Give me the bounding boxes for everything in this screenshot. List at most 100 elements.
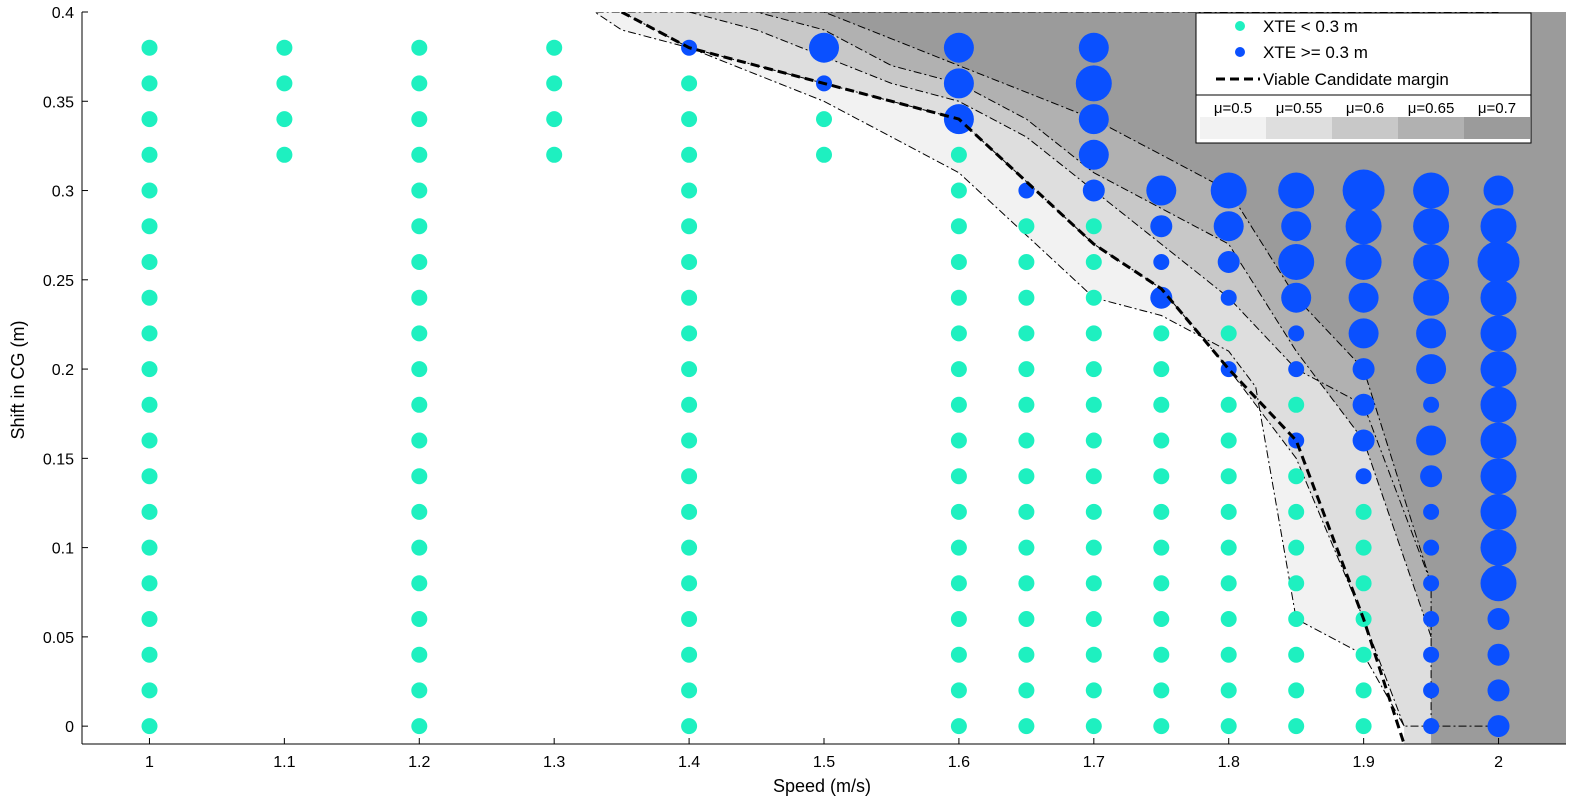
- point-xte-high: [1423, 575, 1440, 592]
- point-xte-low: [276, 111, 293, 128]
- point-xte-high: [1078, 32, 1109, 63]
- mu-label: μ=0.6: [1346, 100, 1384, 117]
- point-xte-low: [1220, 682, 1237, 699]
- point-xte-low: [1085, 575, 1102, 592]
- point-xte-high: [1423, 646, 1440, 663]
- point-xte-high: [1345, 208, 1382, 245]
- point-xte-low: [141, 611, 158, 627]
- point-xte-low: [1018, 254, 1035, 270]
- legend: XTE < 0.3 m XTE >= 0.3 m Viable Candidat…: [1195, 12, 1532, 144]
- point-xte-low: [141, 182, 158, 199]
- y-axis-title: Shift in CG (m): [8, 320, 28, 439]
- point-xte-high: [1480, 208, 1517, 245]
- viable-margin-layer: [620, 12, 1406, 744]
- point-xte-low: [1288, 611, 1305, 627]
- point-xte-low: [1220, 539, 1237, 556]
- point-xte-low: [1355, 539, 1372, 556]
- y-tick-label: 0.4: [52, 5, 74, 22]
- legend-label-margin: Viable Candidate margin: [1263, 70, 1449, 89]
- point-xte-low: [276, 39, 293, 56]
- y-tick-label: 0: [65, 719, 74, 736]
- point-xte-low: [681, 468, 698, 485]
- x-tick-label: 1: [145, 754, 154, 771]
- point-xte-low: [681, 146, 698, 163]
- point-xte-low: [141, 468, 158, 485]
- point-xte-low: [411, 682, 428, 699]
- point-xte-low: [1018, 325, 1035, 342]
- point-xte-high: [1480, 493, 1517, 530]
- point-xte-low: [411, 325, 428, 342]
- mu-swatches: μ=0.5 μ=0.55 μ=0.6 μ=0.65 μ=0.7: [1200, 100, 1530, 139]
- point-xte-low: [681, 218, 698, 235]
- point-xte-high: [1217, 251, 1240, 273]
- point-xte-low: [546, 39, 563, 56]
- point-xte-high: [1483, 175, 1514, 206]
- point-xte-low: [1085, 611, 1102, 627]
- point-xte-high: [1220, 289, 1237, 306]
- point-xte-high: [1416, 425, 1447, 456]
- point-xte-low: [1288, 646, 1305, 663]
- point-xte-low: [411, 146, 428, 163]
- point-xte-low: [141, 539, 158, 556]
- point-xte-high: [1150, 215, 1173, 238]
- y-tick-label: 0.15: [43, 451, 74, 468]
- point-xte-high: [1487, 608, 1510, 630]
- point-xte-low: [681, 289, 698, 306]
- point-xte-high: [1213, 211, 1244, 242]
- point-xte-high: [1342, 169, 1385, 212]
- point-xte-low: [950, 182, 967, 199]
- point-xte-low: [950, 575, 967, 592]
- point-xte-high: [1078, 104, 1109, 135]
- point-xte-high: [1348, 318, 1379, 349]
- mu-swatch: [1464, 117, 1530, 139]
- point-xte-high: [1352, 393, 1375, 416]
- point-xte-high: [1288, 325, 1305, 342]
- y-tick-label: 0.2: [52, 362, 74, 379]
- point-xte-low: [411, 718, 428, 735]
- point-xte-low: [411, 111, 428, 128]
- point-xte-low: [1355, 718, 1372, 735]
- point-xte-low: [1085, 289, 1102, 306]
- point-xte-low: [141, 575, 158, 592]
- point-xte-high: [1288, 361, 1305, 378]
- point-xte-low: [1018, 289, 1035, 306]
- point-xte-low: [950, 396, 967, 413]
- point-xte-low: [141, 289, 158, 306]
- point-xte-low: [1085, 646, 1102, 663]
- x-tick-label: 1.1: [273, 754, 295, 771]
- point-xte-low: [1153, 646, 1170, 663]
- point-xte-low: [950, 503, 967, 520]
- point-xte-low: [546, 146, 563, 163]
- point-xte-low: [1355, 682, 1372, 699]
- mu-label: μ=0.5: [1214, 100, 1252, 117]
- point-xte-low: [1153, 361, 1170, 378]
- point-xte-low: [1018, 503, 1035, 520]
- ticks: 1 1.1 1.2 1.3 1.4 1.5 1.6 1.7 1.8 1.9 2 0 0.05 0.1 0.1…: [43, 5, 1503, 771]
- point-xte-low: [411, 396, 428, 413]
- point-xte-low: [816, 111, 832, 128]
- point-xte-low: [1085, 682, 1102, 699]
- point-xte-high: [1413, 208, 1450, 245]
- point-xte-low: [950, 646, 967, 663]
- point-xte-high: [1480, 279, 1517, 316]
- point-xte-low: [1153, 325, 1170, 342]
- mu-label: μ=0.55: [1276, 100, 1323, 117]
- legend-marker-high: [1235, 47, 1245, 57]
- point-xte-low: [411, 254, 428, 270]
- y-tick-label: 0.35: [43, 94, 74, 111]
- point-xte-high: [1281, 211, 1312, 242]
- point-xte-low: [411, 289, 428, 306]
- point-xte-low: [950, 468, 967, 485]
- viable-candidate-margin-line: [620, 12, 1406, 744]
- point-xte-high: [1082, 179, 1105, 202]
- point-xte-low: [816, 146, 832, 163]
- point-xte-low: [1085, 254, 1102, 270]
- point-xte-low: [1153, 718, 1170, 735]
- x-tick-label: 1.5: [813, 754, 835, 771]
- point-xte-low: [411, 468, 428, 485]
- point-xte-low: [1018, 539, 1035, 556]
- x-tick-label: 1.3: [543, 754, 565, 771]
- y-tick-label: 0.25: [43, 273, 74, 290]
- point-xte-high: [1355, 468, 1372, 485]
- point-xte-low: [141, 218, 158, 235]
